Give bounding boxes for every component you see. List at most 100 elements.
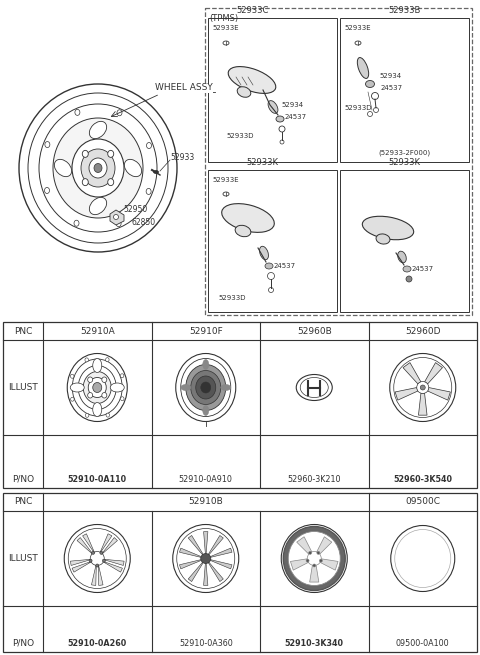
Polygon shape [99, 534, 112, 554]
Text: ILLUST: ILLUST [8, 383, 38, 392]
Ellipse shape [280, 140, 284, 144]
Ellipse shape [64, 525, 130, 593]
Text: 09500C: 09500C [405, 498, 440, 506]
Ellipse shape [68, 529, 126, 588]
Ellipse shape [222, 204, 274, 233]
Ellipse shape [53, 118, 143, 218]
Polygon shape [3, 322, 477, 488]
Ellipse shape [89, 197, 107, 215]
Ellipse shape [94, 164, 102, 172]
Polygon shape [209, 559, 232, 569]
Ellipse shape [221, 384, 231, 390]
Ellipse shape [306, 559, 309, 562]
Polygon shape [83, 534, 95, 554]
Ellipse shape [268, 288, 274, 293]
Ellipse shape [82, 151, 88, 157]
Polygon shape [77, 538, 94, 555]
Polygon shape [209, 548, 232, 557]
Text: ILLUST: ILLUST [8, 554, 38, 563]
Ellipse shape [108, 151, 114, 157]
Ellipse shape [203, 405, 209, 415]
Ellipse shape [89, 121, 107, 139]
Text: 52933E: 52933E [212, 25, 239, 31]
Ellipse shape [265, 263, 273, 269]
Text: 52933K: 52933K [388, 158, 420, 167]
Polygon shape [428, 388, 450, 400]
Text: WHEEL ASSY: WHEEL ASSY [155, 83, 213, 92]
Ellipse shape [39, 104, 157, 232]
Ellipse shape [267, 272, 275, 280]
Ellipse shape [88, 377, 93, 383]
Text: 52933C: 52933C [236, 6, 269, 15]
Polygon shape [208, 170, 337, 312]
Ellipse shape [75, 109, 80, 115]
Polygon shape [419, 393, 427, 415]
Polygon shape [102, 559, 124, 565]
Text: (52933-2F000): (52933-2F000) [378, 149, 431, 155]
Text: 52910B: 52910B [188, 498, 223, 506]
Ellipse shape [102, 392, 107, 398]
Polygon shape [204, 532, 208, 555]
Ellipse shape [296, 375, 332, 400]
Ellipse shape [181, 358, 231, 417]
Polygon shape [297, 536, 312, 555]
Ellipse shape [70, 383, 84, 392]
Polygon shape [102, 561, 122, 572]
Ellipse shape [93, 383, 102, 392]
Ellipse shape [391, 525, 455, 591]
Text: 52960-3K210: 52960-3K210 [288, 474, 341, 483]
Ellipse shape [72, 359, 122, 416]
Text: 52910-0A360: 52910-0A360 [179, 639, 233, 648]
Ellipse shape [110, 383, 124, 392]
Ellipse shape [93, 358, 102, 373]
Polygon shape [180, 559, 202, 569]
Text: 52933K: 52933K [247, 158, 278, 167]
Ellipse shape [376, 234, 390, 244]
Ellipse shape [102, 559, 106, 562]
Ellipse shape [365, 81, 374, 88]
Ellipse shape [228, 67, 276, 94]
Ellipse shape [81, 149, 115, 187]
Polygon shape [319, 559, 338, 570]
Polygon shape [188, 561, 204, 582]
Ellipse shape [196, 376, 216, 399]
Polygon shape [403, 363, 421, 384]
Ellipse shape [223, 41, 229, 45]
Ellipse shape [72, 139, 124, 197]
Ellipse shape [283, 527, 345, 591]
Ellipse shape [201, 553, 211, 563]
Text: 52910A: 52910A [80, 326, 115, 335]
Polygon shape [3, 493, 477, 652]
Ellipse shape [54, 159, 72, 177]
Ellipse shape [106, 358, 109, 362]
Ellipse shape [191, 371, 221, 405]
Ellipse shape [406, 276, 412, 282]
Ellipse shape [124, 159, 142, 177]
Ellipse shape [85, 413, 89, 417]
Ellipse shape [368, 111, 372, 117]
Ellipse shape [45, 187, 49, 193]
Text: 52910F: 52910F [189, 326, 223, 335]
Ellipse shape [102, 377, 107, 383]
Text: 52933E: 52933E [212, 177, 239, 183]
Polygon shape [208, 561, 223, 582]
Ellipse shape [83, 371, 111, 403]
Ellipse shape [117, 110, 122, 116]
Ellipse shape [260, 246, 268, 260]
Ellipse shape [88, 377, 106, 398]
Text: 52910-0A910: 52910-0A910 [179, 474, 233, 483]
Ellipse shape [313, 564, 316, 567]
Text: 24537: 24537 [274, 263, 296, 269]
Ellipse shape [173, 525, 239, 593]
Ellipse shape [96, 564, 99, 567]
Ellipse shape [120, 397, 124, 401]
Polygon shape [290, 559, 309, 570]
Ellipse shape [394, 358, 452, 417]
Ellipse shape [420, 385, 425, 390]
Text: 52960B: 52960B [297, 326, 332, 335]
Polygon shape [310, 564, 319, 582]
Polygon shape [425, 363, 443, 384]
Ellipse shape [90, 552, 104, 565]
Ellipse shape [106, 413, 109, 417]
Ellipse shape [317, 552, 320, 554]
